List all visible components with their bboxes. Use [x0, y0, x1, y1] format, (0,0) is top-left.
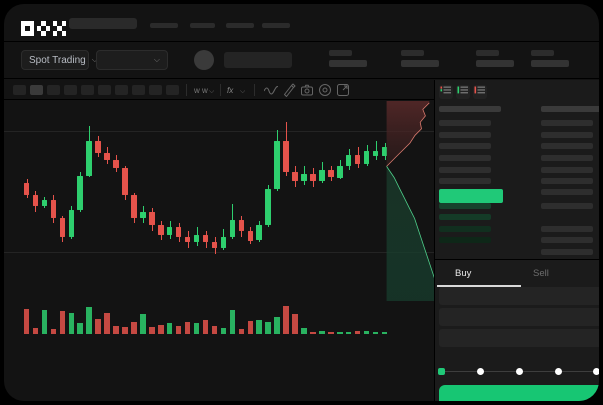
svg-text:⌵: ⌵ [240, 88, 245, 95]
svg-text:fx: fx [227, 86, 234, 95]
svg-text:⌵: ⌵ [209, 88, 214, 95]
svg-text:w w: w w [194, 86, 208, 95]
